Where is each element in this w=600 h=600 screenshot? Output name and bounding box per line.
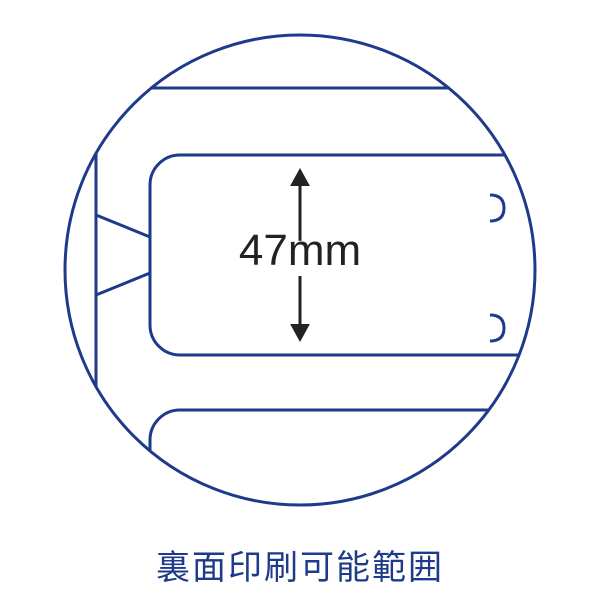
diagram-stage: 47mm 裏面印刷可能範囲 xyxy=(0,0,600,600)
dimension-label: 47mm xyxy=(239,226,361,275)
caption-text: 裏面印刷可能範囲 xyxy=(0,540,600,589)
diagram-svg: 47mm xyxy=(0,0,600,600)
